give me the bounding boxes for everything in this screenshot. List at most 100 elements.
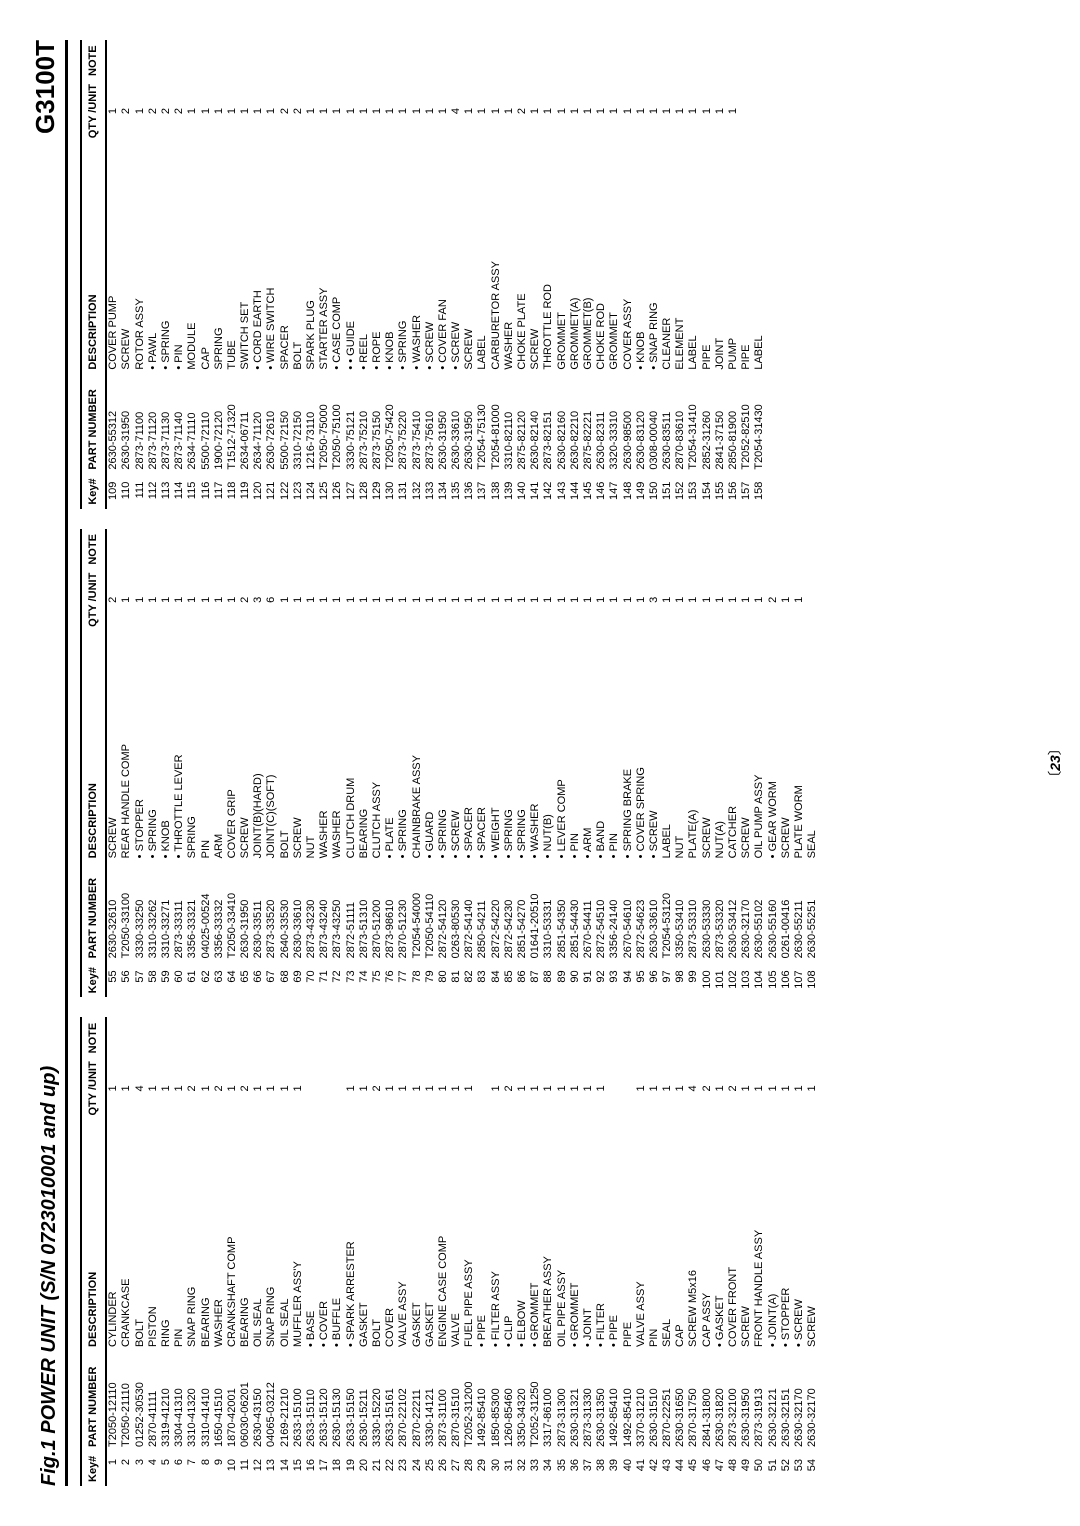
cell-part-number: 2630-31820 [714, 1351, 727, 1451]
col-part-number: PART NUMBER [81, 862, 106, 962]
parts-row: 122 5500-72150 SPACER 2 [279, 40, 292, 509]
cell-key: 13 [265, 1451, 278, 1486]
cell-description: MODULE [186, 142, 199, 373]
parts-row: 20 2630-15211 GASKET 1 [358, 1017, 371, 1486]
cell-qty: 1 [318, 569, 331, 631]
parts-row: 32 3350-34320 • ELBOW 1 [516, 1017, 529, 1486]
cell-part-number: 2630-55211 [793, 862, 806, 962]
cell-description: PIN [200, 631, 213, 862]
cell-note [358, 529, 371, 569]
parts-row: 125 T2050-75000 STARTER ASSY 1 [318, 40, 331, 509]
cell-key: 122 [279, 474, 292, 509]
cell-part-number: 3330-33250 [134, 862, 147, 962]
cell-note [213, 1017, 226, 1057]
cell-note [542, 1017, 555, 1057]
cell-description: • SPRING [503, 631, 516, 862]
cell-key: 47 [714, 1451, 727, 1486]
cell-note [292, 529, 305, 569]
cell-note [622, 1017, 635, 1057]
cell-description: JOINT [714, 142, 727, 373]
cell-part-number: 3330-14121 [424, 1351, 437, 1451]
col-part-number: PART NUMBER [81, 374, 106, 474]
cell-description: SCREW [806, 1120, 819, 1351]
cell-part-number: 2630-31950 [120, 374, 133, 474]
cell-note [186, 40, 199, 80]
cell-key: 26 [437, 1451, 450, 1486]
cell-note [397, 40, 410, 80]
cell-description: CHOKE PLATE [516, 142, 529, 373]
cell-description: LABEL [753, 142, 766, 373]
cell-key: 67 [265, 962, 278, 997]
cell-note [608, 1017, 621, 1057]
parts-row: 93 3356-24140 • PIN 1 [608, 529, 621, 998]
cell-key: 119 [239, 474, 252, 509]
parts-row: 135 2630-33610 • SCREW 4 [450, 40, 463, 509]
cell-part-number: 2873-53320 [714, 862, 727, 962]
parts-row: 30 1850-85300 • FILTER ASSY 1 [490, 1017, 503, 1486]
cell-qty: 1 [490, 1057, 503, 1119]
cell-description: LABEL [687, 142, 700, 373]
cell-note [424, 40, 437, 80]
cell-note [345, 40, 358, 80]
cell-part-number: 3310-33271 [160, 862, 173, 962]
cell-note [635, 40, 648, 80]
cell-description: VALVE ASSY [397, 1120, 410, 1351]
cell-qty: 1 [740, 1057, 753, 1119]
cell-description: • WASHER [411, 142, 424, 373]
cell-description: ROTOR ASSY [134, 142, 147, 373]
cell-qty: 1 [200, 80, 213, 142]
cell-note [569, 40, 582, 80]
cell-qty: 1 [608, 569, 621, 631]
cell-key: 31 [503, 1451, 516, 1486]
parts-row: 67 2873-33520 JOINT(C)(SOFT) 6 [265, 529, 278, 998]
cell-qty: 2 [147, 80, 160, 142]
cell-part-number: 2630-33610 [450, 374, 463, 474]
cell-qty: 1 [213, 80, 226, 142]
cell-qty: 1 [213, 569, 226, 631]
parts-row: 28 T2052-31200 FUEL PIPE ASSY 1 [463, 1017, 476, 1486]
cell-part-number: 2873-43230 [305, 862, 318, 962]
parts-row: 73 2872-51111 CLUTCH DRUM 1 [345, 529, 358, 998]
cell-qty: 1 [516, 1057, 529, 1119]
parts-row: 113 2873-71130 • SPRING 2 [160, 40, 173, 509]
cell-qty: 4 [687, 1057, 700, 1119]
cell-description: • PAWL [147, 142, 160, 373]
parts-row: 141 2630-82140 SCREW 1 [529, 40, 542, 509]
parts-row: 26 2873-31100 ENGINE CASE COMP 1 [437, 1017, 450, 1486]
cell-note [740, 529, 753, 569]
cell-qty: 1 [767, 1057, 780, 1119]
parts-row: 138 T2054-81000 CARBURETOR ASSY 1 [490, 40, 503, 509]
parts-row: 153 T2054-31410 LABEL 1 [687, 40, 700, 509]
cell-qty: 1 [582, 569, 595, 631]
parts-row: 91 2670-54411 • ARM 1 [582, 529, 595, 998]
cell-description: • SPRING BRAKE [622, 631, 635, 862]
cell-qty: 1 [345, 569, 358, 631]
cell-description: CYLINDER [106, 1120, 120, 1351]
cell-description: BOLT [292, 142, 305, 373]
cell-note [740, 40, 753, 80]
cell-key: 64 [226, 962, 239, 997]
parts-row: 55 2630-32610 SCREW 2 [106, 529, 120, 998]
cell-part-number: 2630-15211 [358, 1351, 371, 1451]
cell-key: 1 [106, 1451, 120, 1486]
cell-note [226, 529, 239, 569]
parts-row: 36 2630-31321 • GROMMET 1 [569, 1017, 582, 1486]
cell-qty: 2 [239, 569, 252, 631]
cell-description: OIL PUMP ASSY [753, 631, 766, 862]
cell-part-number: 2870-31750 [687, 1351, 700, 1451]
cell-note [106, 40, 120, 80]
cell-note [147, 40, 160, 80]
cell-description: SCREW [740, 1120, 753, 1351]
cell-note [503, 1017, 516, 1057]
cell-description: • COVER FAN [437, 142, 450, 373]
cell-note [793, 529, 806, 569]
parts-row: 11 06030-06201 BEARING 2 [239, 1017, 252, 1486]
cell-description: CLEANER [661, 142, 674, 373]
cell-part-number: 2873-98610 [384, 862, 397, 962]
cell-note [147, 529, 160, 569]
cell-qty: 1 [331, 569, 344, 631]
parts-row: 139 3310-82110 WASHER 1 [503, 40, 516, 509]
cell-note [701, 1017, 714, 1057]
cell-qty: 1 [727, 569, 740, 631]
cell-description: CLUTCH ASSY [371, 631, 384, 862]
